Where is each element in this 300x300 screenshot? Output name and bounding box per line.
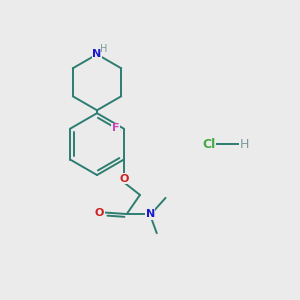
Text: N: N (92, 49, 102, 59)
Text: F: F (112, 123, 119, 133)
Text: O: O (119, 174, 128, 184)
Text: Cl: Cl (202, 138, 215, 151)
Text: N: N (146, 209, 155, 219)
Text: O: O (95, 208, 104, 218)
Text: H: H (100, 44, 107, 54)
Text: H: H (239, 138, 249, 151)
